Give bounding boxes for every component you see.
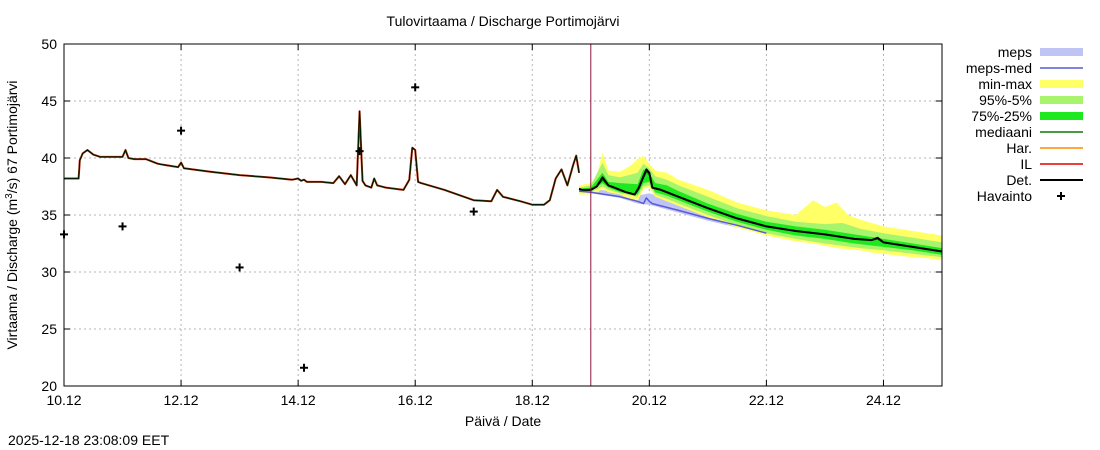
y-axis-label: Virtaama / Discharge (m3/s) 67 Portimojä… — [4, 80, 20, 349]
observation-marker — [118, 222, 127, 231]
band-95-5- — [579, 162, 942, 258]
y-tick-label: 25 — [41, 321, 57, 337]
observation-marker — [355, 147, 364, 156]
y-axis-ticks: 20 25 30 35 40 45 50 — [41, 36, 942, 394]
timestamp: 2025-12-18 23:08:09 EET — [8, 432, 170, 448]
x-tick-label: 22.12 — [749, 392, 784, 408]
x-axis-ticks: 10.12 12.12 14.12 16.12 18.12 20.12 22.12 24.12 — [46, 44, 901, 408]
series-mediaani-history — [64, 110, 580, 206]
y-tick-label: 20 — [41, 378, 57, 394]
y-tick-label: 30 — [41, 264, 57, 280]
x-axis-label: Päivä / Date — [465, 413, 541, 429]
legend-label: Det. — [1006, 172, 1032, 188]
grid — [64, 44, 942, 386]
y-tick-label: 50 — [41, 36, 57, 52]
series-det-history — [64, 110, 580, 206]
legend-label: mediaani — [975, 124, 1032, 140]
observation-marker — [235, 263, 244, 272]
observation-marker — [299, 363, 308, 372]
y-tick-label: 35 — [41, 207, 57, 223]
x-tick-label: 16.12 — [398, 392, 433, 408]
series-il-history — [64, 110, 581, 206]
bands — [579, 152, 942, 260]
legend-key-meps — [1040, 48, 1083, 56]
observation-marker — [411, 83, 420, 92]
legend-key-95-5- — [1040, 96, 1083, 104]
legend-label: Havainto — [977, 188, 1032, 204]
x-tick-label: 14.12 — [281, 392, 316, 408]
series-meps-med — [579, 190, 767, 234]
observations — [60, 83, 478, 372]
band-75-25- — [579, 169, 942, 255]
legend-key-min-max — [1040, 80, 1083, 88]
observation-marker — [177, 126, 186, 135]
x-tick-label: 18.12 — [515, 392, 550, 408]
y-tick-label: 45 — [41, 93, 57, 109]
y-label-sup: 3 — [4, 193, 15, 199]
legend-key-havainto — [1057, 192, 1065, 200]
y-label-pre: Virtaama / Discharge (m — [4, 199, 20, 350]
legend-label: Har. — [1006, 140, 1032, 156]
x-tick-label: 10.12 — [46, 392, 81, 408]
x-tick-label: 12.12 — [164, 392, 199, 408]
series-det- — [578, 168, 943, 253]
legend-label: meps-med — [966, 60, 1032, 76]
legend-key-75-25- — [1040, 112, 1083, 120]
x-tick-label: 20.12 — [632, 392, 667, 408]
legend-label: 75%-25% — [971, 108, 1032, 124]
legend-label: min-max — [978, 76, 1032, 92]
observation-marker — [469, 207, 478, 216]
legend-label: meps — [998, 44, 1032, 60]
lines — [64, 110, 943, 253]
y-label-post: /s) 67 Portimojärvi — [4, 80, 20, 193]
legend: mepsmeps-medmin-max95%-5%75%-25%mediaani… — [966, 44, 1083, 204]
legend-label: IL — [1020, 156, 1032, 172]
y-tick-label: 40 — [41, 150, 57, 166]
x-tick-label: 24.12 — [866, 392, 901, 408]
band-meps — [579, 187, 767, 235]
legend-label: 95%-5% — [979, 92, 1032, 108]
chart-title: Tulovirtaama / Discharge Portimojärvi — [387, 13, 620, 29]
